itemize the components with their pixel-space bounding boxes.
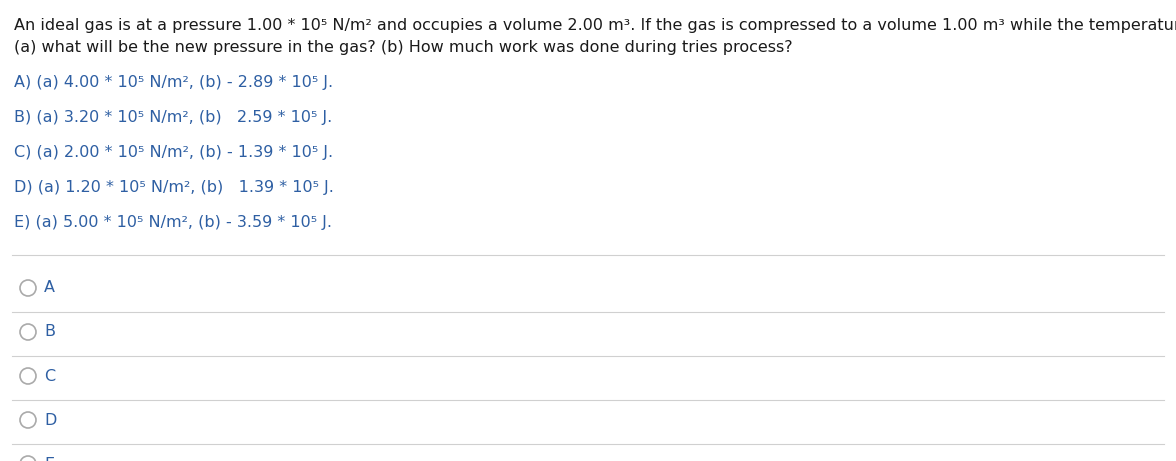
Text: A) (a) 4.00 * 10⁵ N/m², (b) - 2.89 * 10⁵ J.: A) (a) 4.00 * 10⁵ N/m², (b) - 2.89 * 10⁵… bbox=[14, 75, 333, 90]
Text: (a) what will be the new pressure in the gas? (b) How much work was done during : (a) what will be the new pressure in the… bbox=[14, 40, 793, 55]
Text: An ideal gas is at a pressure 1.00 * 10⁵ N/m² and occupies a volume 2.00 m³. If : An ideal gas is at a pressure 1.00 * 10⁵… bbox=[14, 18, 1176, 33]
Text: A: A bbox=[44, 280, 55, 296]
Text: E: E bbox=[44, 456, 54, 461]
Text: B) (a) 3.20 * 10⁵ N/m², (b)   2.59 * 10⁵ J.: B) (a) 3.20 * 10⁵ N/m², (b) 2.59 * 10⁵ J… bbox=[14, 110, 333, 125]
Text: C) (a) 2.00 * 10⁵ N/m², (b) - 1.39 * 10⁵ J.: C) (a) 2.00 * 10⁵ N/m², (b) - 1.39 * 10⁵… bbox=[14, 145, 333, 160]
Text: C: C bbox=[44, 368, 55, 384]
Text: E) (a) 5.00 * 10⁵ N/m², (b) - 3.59 * 10⁵ J.: E) (a) 5.00 * 10⁵ N/m², (b) - 3.59 * 10⁵… bbox=[14, 215, 332, 230]
Text: D: D bbox=[44, 413, 56, 427]
Text: B: B bbox=[44, 325, 55, 339]
Text: D) (a) 1.20 * 10⁵ N/m², (b)   1.39 * 10⁵ J.: D) (a) 1.20 * 10⁵ N/m², (b) 1.39 * 10⁵ J… bbox=[14, 180, 334, 195]
